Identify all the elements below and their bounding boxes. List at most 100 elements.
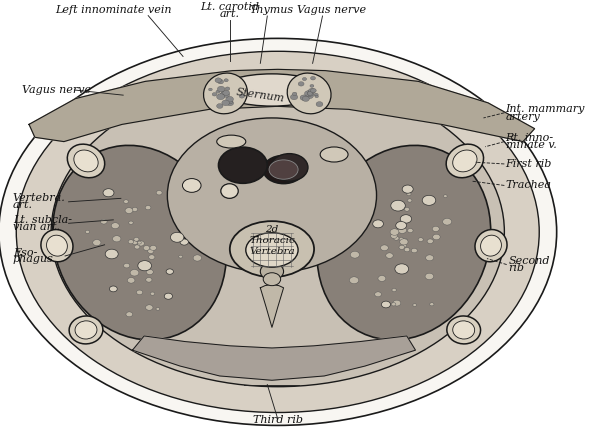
Circle shape (305, 93, 314, 99)
Circle shape (105, 249, 118, 259)
Text: artery: artery (506, 112, 540, 122)
Circle shape (225, 87, 230, 90)
Circle shape (134, 245, 140, 249)
Circle shape (392, 289, 396, 292)
Circle shape (302, 77, 307, 81)
Circle shape (398, 227, 407, 233)
Text: art.: art. (220, 9, 239, 19)
Ellipse shape (453, 321, 475, 339)
Text: Third rib: Third rib (253, 414, 303, 424)
Ellipse shape (75, 321, 97, 339)
Circle shape (228, 100, 233, 104)
Circle shape (109, 286, 117, 292)
Circle shape (113, 236, 121, 242)
Circle shape (399, 237, 403, 240)
Ellipse shape (317, 145, 491, 340)
Text: Vagus nerve: Vagus nerve (296, 5, 366, 15)
Text: minate v.: minate v. (506, 141, 556, 151)
Circle shape (411, 248, 418, 253)
Circle shape (125, 208, 133, 214)
Ellipse shape (263, 155, 304, 184)
Circle shape (433, 234, 440, 240)
Circle shape (218, 79, 224, 84)
Circle shape (146, 270, 153, 275)
Circle shape (407, 199, 412, 202)
Circle shape (402, 185, 413, 193)
Ellipse shape (41, 230, 73, 262)
Text: 2d
Thoracic
Vertebra: 2d Thoracic Vertebra (249, 225, 295, 256)
Circle shape (399, 245, 404, 250)
Circle shape (427, 239, 433, 243)
Text: Lt. carotid: Lt. carotid (200, 2, 259, 12)
Text: Thymus: Thymus (250, 5, 294, 15)
Ellipse shape (67, 144, 104, 178)
Ellipse shape (69, 316, 103, 344)
Circle shape (311, 89, 316, 93)
Text: Int. mammary: Int. mammary (506, 104, 585, 114)
Ellipse shape (446, 144, 484, 178)
Circle shape (180, 239, 188, 245)
Circle shape (271, 154, 308, 181)
Circle shape (137, 241, 145, 246)
Circle shape (156, 308, 160, 310)
Circle shape (217, 86, 225, 92)
Circle shape (221, 91, 229, 97)
Text: Vertebra.: Vertebra. (13, 194, 65, 204)
Polygon shape (260, 284, 284, 327)
Ellipse shape (74, 150, 98, 172)
Circle shape (263, 273, 281, 286)
Circle shape (443, 218, 452, 225)
Text: rib: rib (508, 263, 524, 273)
Text: Sternum: Sternum (235, 87, 285, 103)
Circle shape (239, 94, 245, 98)
Circle shape (101, 219, 107, 224)
Circle shape (146, 305, 153, 310)
Circle shape (150, 246, 157, 250)
Circle shape (166, 269, 173, 274)
Circle shape (382, 301, 391, 308)
Circle shape (418, 238, 423, 241)
Polygon shape (133, 336, 415, 380)
Circle shape (349, 277, 359, 284)
Circle shape (124, 200, 128, 204)
Circle shape (217, 104, 223, 108)
Circle shape (386, 253, 393, 258)
Circle shape (132, 207, 137, 211)
Circle shape (430, 303, 434, 306)
Ellipse shape (47, 235, 67, 256)
Circle shape (85, 230, 89, 233)
Ellipse shape (203, 73, 247, 114)
Circle shape (432, 226, 439, 231)
Circle shape (215, 78, 221, 82)
Circle shape (304, 91, 312, 96)
Circle shape (403, 238, 407, 242)
Circle shape (136, 290, 143, 295)
Circle shape (223, 92, 230, 97)
Circle shape (137, 241, 142, 244)
Circle shape (124, 263, 130, 268)
Circle shape (343, 241, 349, 246)
Circle shape (226, 96, 233, 102)
Ellipse shape (453, 150, 477, 172)
Circle shape (394, 236, 399, 240)
Circle shape (300, 95, 307, 100)
Circle shape (395, 264, 409, 274)
Circle shape (93, 240, 101, 246)
Circle shape (127, 278, 135, 283)
Circle shape (396, 221, 407, 230)
Circle shape (111, 223, 119, 229)
Ellipse shape (475, 230, 507, 262)
Ellipse shape (16, 51, 539, 412)
Circle shape (292, 92, 297, 95)
Circle shape (307, 92, 313, 95)
Circle shape (422, 195, 436, 205)
Circle shape (404, 207, 409, 211)
Circle shape (134, 237, 139, 241)
Circle shape (308, 91, 311, 94)
Circle shape (302, 96, 310, 102)
Ellipse shape (269, 160, 298, 179)
Circle shape (407, 229, 413, 233)
Circle shape (128, 240, 134, 244)
Circle shape (443, 195, 447, 197)
Text: Lt. subcla-: Lt. subcla- (13, 215, 72, 225)
